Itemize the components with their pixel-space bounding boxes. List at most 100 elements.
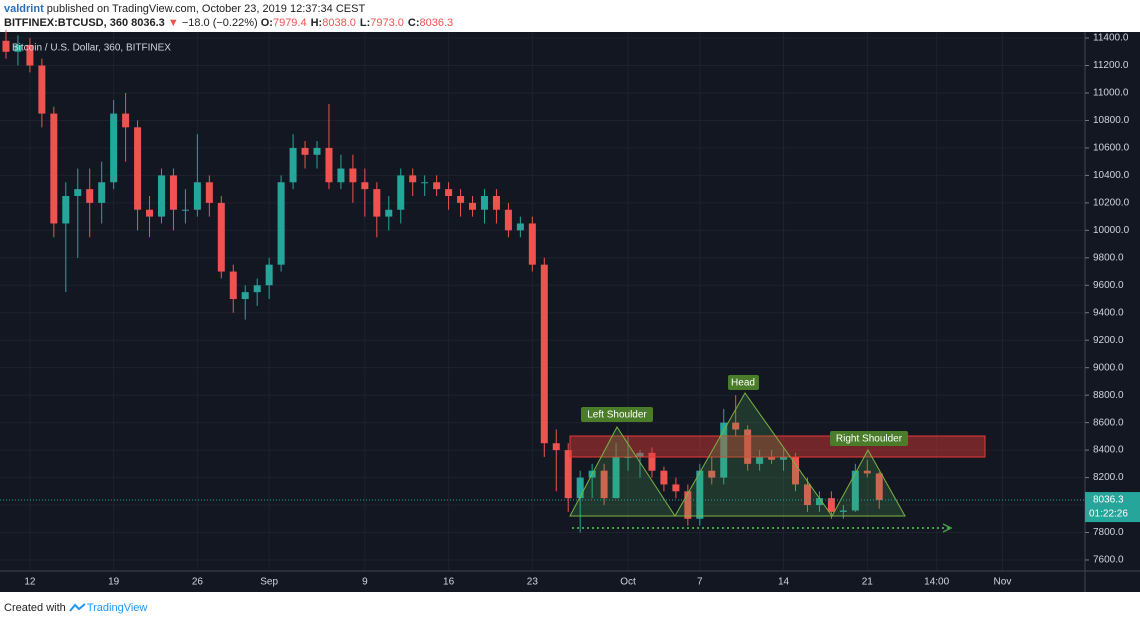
candle-body [241,292,249,300]
candle-body [504,209,512,231]
y-tick-label: 11200.0 [1093,60,1129,71]
countdown: 01:22:26 [1089,509,1128,520]
candle-body [169,175,177,210]
last-price-label: 8036.3 [1093,495,1124,506]
y-tick-label: 8600.0 [1093,417,1124,428]
candle-body [600,470,608,499]
candle-body [325,147,333,183]
y-tick-label: 10600.0 [1093,143,1130,154]
candle-body [193,182,201,210]
y-tick-label: 11400.0 [1093,33,1129,44]
candle-body [445,189,453,196]
candle-body [217,202,225,272]
y-tick-label: 7800.0 [1093,527,1124,538]
ohlc: O:7979.4 H:8038.0 L:7973.0 C:8036.3 [261,17,457,29]
y-tick-label: 9400.0 [1093,307,1124,318]
x-tick-label: 9 [362,577,368,588]
candle-body [74,189,82,196]
candle-body [313,147,321,155]
x-tick-label: Sep [260,577,278,588]
y-tick-label: 7600.0 [1093,555,1124,566]
label-box [728,375,759,390]
candle-body [421,182,429,184]
chart-title: Bitcoin / U.S. Dollar, 360, BITFINEX [12,43,171,54]
candle-body [744,429,752,464]
candle-body [26,44,34,66]
brand: TradingView [86,602,148,614]
ohlc-label: L: [359,17,371,29]
candle-body [277,182,285,265]
candle-body [768,456,776,460]
x-tick-label: 16 [443,577,455,588]
candle-body [708,470,716,478]
label-box [830,431,908,446]
header-line-1: valdrint published on TradingView.com, O… [4,3,365,15]
ohlc-label: H: [310,17,323,29]
ohlc-label: O: [260,17,273,29]
candle-body [181,209,189,211]
symbol: BITFINEX:BTCUSD, 360 [4,17,129,29]
ohlc-value: 8036.3 [419,17,454,29]
candle-body [480,195,488,210]
y-tick-label: 10200.0 [1093,198,1130,209]
candle-body [301,147,309,155]
y-tick-label: 8800.0 [1093,390,1124,401]
y-tick-label: 9000.0 [1093,362,1124,373]
candle-body [38,65,46,114]
x-tick-label: 23 [527,577,539,588]
candle-body [349,168,357,183]
candle-body [528,223,536,265]
y-tick-label: 10800.0 [1093,115,1130,126]
candle-body [361,182,369,190]
footer: Created with TradingView [4,602,147,614]
last-price-box [1085,492,1140,523]
neckline-arrow [942,523,953,533]
candle-body [839,510,847,512]
candle-body [157,175,165,217]
candle-body [815,498,823,506]
candle-body [397,175,405,210]
candle-body [253,285,261,293]
x-tick-label: 19 [108,577,120,588]
candle-body [576,477,584,499]
candle-body [564,450,572,499]
candle-body [229,271,237,300]
x-tick-label: 14 [778,577,790,588]
y-tick-label: 11000.0 [1093,88,1129,99]
ohlc-value: 7973.0 [370,17,404,29]
label-box [581,407,653,422]
candle-body [720,422,728,478]
candle-body [780,456,788,460]
candle-body [337,168,345,183]
x-tick-label: 14:00 [924,577,949,588]
x-tick-label: 26 [192,577,204,588]
header-line-2: BITFINEX:BTCUSD, 360 8036.3 ▼ −18.0 (−0.… [4,17,457,29]
candle-body [827,498,835,512]
candle-body [469,202,477,210]
x-tick-label: Nov [994,577,1012,588]
candle-body [492,195,500,210]
chart: Left Shoulder Head Right Shoulder Bitcoi… [0,29,1140,592]
author: valdrint [4,3,44,15]
candle-body [2,40,10,52]
candle-body [696,470,704,519]
annotation: Head [731,378,755,389]
candle-body [875,473,883,501]
candle-body [289,147,297,183]
x-tick-label: 12 [24,577,36,588]
candle-body [14,44,22,52]
candle-body [122,113,130,128]
pattern: Left Shoulder Head Right Shoulder [569,375,986,533]
candle-body [516,223,524,231]
candle-body [86,189,94,203]
y-tick-label: 10400.0 [1093,170,1130,181]
candle-body [792,456,800,485]
y-tick-label: 10000.0 [1093,225,1130,236]
candle-body [134,127,142,210]
candle-body [98,182,106,203]
candle-body [552,443,560,451]
published: published on TradingView.com, October 23… [46,3,366,15]
candle-body [648,452,656,471]
candle-body [373,189,381,217]
